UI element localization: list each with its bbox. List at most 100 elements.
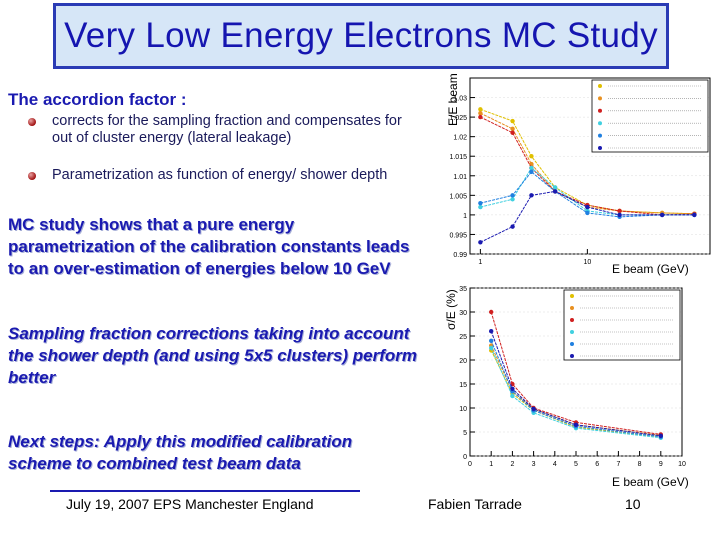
x-tick-label: 1	[478, 259, 482, 266]
x-tick-label: 8	[638, 461, 642, 468]
resolution-plot: 0 5 10 15 20 25 30 35 0 1 2 3 4 5 6 7 8 9 10	[440, 280, 720, 475]
data-point	[659, 212, 665, 218]
y-tick-label: 25	[459, 334, 467, 341]
series-line	[490, 311, 661, 435]
mc-study-line: parametrization of the calibration const…	[8, 237, 410, 256]
slide-title: Very Low Energy Electrons MC Study	[64, 16, 658, 55]
y-tick-label: 1	[463, 213, 467, 220]
bullet-icon	[28, 172, 36, 180]
legend-marker	[570, 318, 574, 322]
data-point	[510, 393, 515, 399]
y-tick-label: 1.02	[453, 135, 467, 142]
x-tick-label: 0	[468, 461, 472, 468]
x-tick-label: 6	[595, 461, 599, 468]
data-point	[478, 107, 483, 112]
data-point	[585, 204, 590, 210]
x-tick-label: 10	[583, 259, 591, 266]
legend-marker	[570, 294, 574, 298]
page-number: 10	[625, 496, 641, 512]
sampling-fraction-line: Sampling fraction corrections taking int…	[8, 324, 410, 343]
y-tick-label: 35	[459, 286, 467, 293]
accordion-heading: The accordion factor :	[8, 90, 187, 109]
series-line	[490, 340, 661, 438]
data-point	[510, 386, 515, 391]
x-tick-label: 9	[659, 461, 663, 468]
data-point	[573, 422, 579, 427]
mc-study-line: MC study shows that a pure energy	[8, 215, 295, 234]
y-tick-label: 15	[459, 382, 467, 389]
x-tick-label: 2	[510, 461, 514, 468]
y-tick-label: 0.99	[453, 252, 467, 259]
footer-divider	[50, 490, 360, 492]
legend-box	[563, 289, 681, 361]
linearity-chart: 0.99 0.995 1 1.005 1.01 1.015 1.02 1.025 1.03 1 10	[449, 77, 711, 266]
y-tick-label: 5	[463, 430, 467, 437]
x-tick-label: 1	[489, 461, 493, 468]
sampling-fraction-line: better	[8, 368, 56, 387]
data-point	[478, 111, 483, 116]
data-point	[478, 204, 483, 210]
data-point	[510, 118, 515, 124]
bullet-text-2: Parametrization as function of energy/ s…	[52, 167, 388, 183]
data-point	[478, 114, 483, 120]
mc-study-line: to an over-estimation of energies below …	[8, 259, 391, 278]
legend-marker	[598, 108, 602, 113]
resolution-xlabel: E beam (GeV)	[612, 475, 689, 489]
legend-marker	[598, 133, 602, 138]
y-tick-label: 30	[459, 310, 467, 317]
data-point	[510, 224, 515, 229]
series-line	[490, 347, 661, 439]
data-point	[489, 329, 494, 334]
sampling-fraction-line: the shower depth (and using 5x5 clusters…	[8, 346, 418, 365]
data-point	[529, 169, 534, 175]
linearity-ylabel: E/E beam	[446, 73, 460, 126]
linearity-plot: 0.99 0.995 1 1.005 1.01 1.015 1.02 1.025 1.03 1 10	[440, 72, 720, 282]
data-point	[510, 130, 515, 135]
data-point	[510, 197, 515, 202]
series-line	[480, 190, 695, 243]
data-point	[617, 212, 622, 218]
data-point	[478, 240, 483, 245]
y-tick-label: 20	[459, 358, 467, 365]
y-tick-label: 1.025	[449, 115, 467, 122]
linearity-xlabel: E beam (GeV)	[612, 262, 689, 276]
data-point	[529, 165, 534, 171]
data-point	[585, 210, 590, 216]
legend-marker	[598, 84, 602, 88]
mc-study-text: MC study shows that a pure energy parame…	[8, 214, 409, 280]
data-point	[489, 309, 494, 315]
legend-marker	[598, 96, 602, 101]
data-point	[617, 208, 622, 214]
y-tick-label: 0	[463, 454, 467, 461]
data-point	[489, 338, 494, 343]
y-tick-label: 0.995	[449, 232, 467, 239]
resolution-ylabel: σ/E (%)	[444, 289, 458, 330]
data-point	[692, 212, 697, 218]
data-point	[510, 193, 515, 198]
data-point	[658, 433, 663, 439]
bullet-text-1: corrects for the sampling fraction and c…	[52, 113, 402, 146]
y-tick-label: 10	[459, 406, 467, 413]
footer-author: Fabien Tarrade	[428, 496, 522, 512]
x-tick-label: 10	[678, 461, 686, 468]
data-point	[478, 200, 483, 206]
y-tick-label: 1.015	[449, 154, 467, 161]
x-tick-label: 5	[574, 461, 578, 468]
x-tick-label: 3	[532, 461, 536, 468]
legend-marker	[570, 306, 574, 310]
data-point	[529, 193, 534, 198]
legend-box	[591, 79, 709, 153]
data-point	[531, 406, 536, 412]
legend-marker	[570, 354, 574, 358]
x-tick-label: 4	[553, 461, 557, 468]
legend-marker	[598, 121, 602, 126]
legend-marker	[570, 330, 574, 334]
y-tick-label: 1.03	[453, 96, 467, 103]
data-point	[489, 345, 494, 351]
bullet-icon	[28, 118, 36, 126]
data-point	[510, 126, 515, 132]
sampling-fraction-text: Sampling fraction corrections taking int…	[8, 323, 417, 389]
title-banner: Very Low Energy Electrons MC Study	[53, 3, 669, 69]
resolution-chart: 0 5 10 15 20 25 30 35 0 1 2 3 4 5 6 7 8 9 10	[459, 286, 686, 468]
data-point	[552, 185, 558, 190]
